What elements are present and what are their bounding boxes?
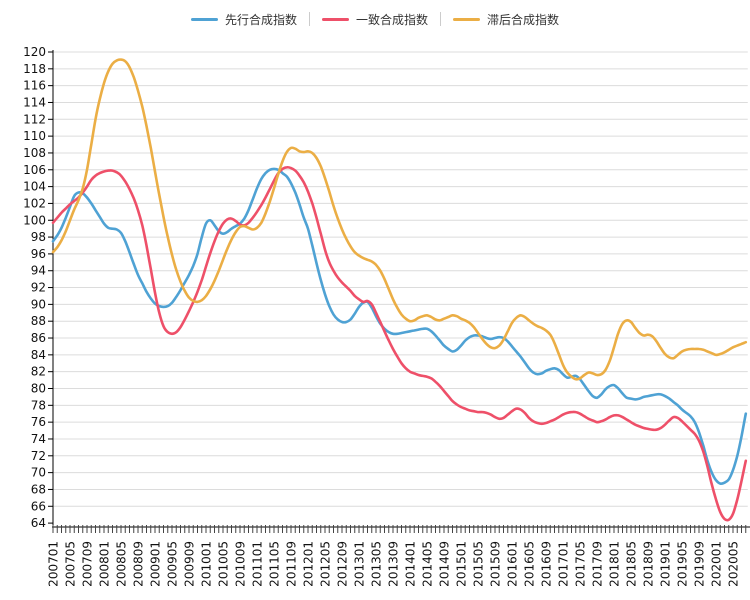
y-tick-label: 70 (31, 466, 46, 480)
legend-label-coincident-index: 一致合成指数 (355, 12, 428, 27)
y-tick-label: 100 (23, 213, 46, 227)
x-tick-label: 201409 (438, 541, 452, 587)
y-tick-label: 108 (23, 146, 46, 160)
x-tick-label: 200905 (166, 541, 180, 587)
leading-index-line (51, 167, 748, 486)
x-tick-label: 201605 (523, 541, 537, 587)
x-tick-label: 201301 (353, 541, 367, 587)
x-tick-label: 200805 (115, 541, 129, 587)
y-tick-label: 98 (31, 230, 46, 244)
y-tick-label: 96 (31, 247, 46, 261)
x-tick-label: 201101 (251, 541, 265, 587)
x-tick-label: 202001 (710, 541, 724, 587)
x-tick-label: 201801 (608, 541, 622, 587)
y-tick-label: 88 (31, 314, 46, 328)
y-tick-label: 74 (31, 432, 46, 446)
x-tick-label: 201609 (540, 541, 554, 587)
y-tick-label: 84 (31, 348, 46, 362)
legend-label-leading-index: 先行合成指数 (224, 12, 297, 27)
x-tick-label: 201005 (217, 541, 231, 587)
x-tick-label: 200701 (47, 541, 61, 587)
x-tick-label: 201209 (336, 541, 350, 587)
x-tick-label: 201809 (642, 541, 656, 587)
coincident-index-line-swatch-icon (321, 17, 349, 21)
x-tick-label: 200801 (98, 541, 112, 587)
legend-item-lagging-index[interactable]: 滞后合成指数 (453, 11, 559, 28)
legend-separator (440, 12, 441, 26)
x-tick-label: 201509 (489, 541, 503, 587)
y-tick-label: 82 (31, 365, 46, 379)
x-tick-label: 201001 (200, 541, 214, 587)
y-tick-label: 92 (31, 281, 46, 295)
x-tick-label: 200709 (81, 541, 95, 587)
x-tick-label: 201401 (404, 541, 418, 587)
x-tick-label: 201501 (455, 541, 469, 587)
y-tick-label: 106 (23, 163, 46, 177)
legend-item-coincident-index[interactable]: 一致合成指数 (321, 11, 428, 28)
y-tick-label: 116 (23, 79, 46, 93)
y-tick-label: 86 (31, 331, 46, 345)
y-tick-label: 118 (23, 62, 46, 76)
x-tick-label: 201901 (659, 541, 673, 587)
y-tick-label: 102 (23, 196, 46, 210)
legend-item-leading-index[interactable]: 先行合成指数 (190, 11, 297, 28)
x-tick-label: 200909 (183, 541, 197, 587)
y-tick-label: 110 (23, 129, 46, 143)
x-tick-label: 201205 (319, 541, 333, 587)
lagging-index-line-swatch-icon (453, 17, 480, 21)
y-tick-label: 114 (23, 95, 46, 109)
x-tick-label: 201905 (676, 541, 690, 587)
y-tick-label: 94 (31, 264, 46, 278)
x-tick-label: 201305 (370, 541, 384, 587)
x-tick-label: 201909 (693, 541, 707, 587)
leading-index-line-swatch-icon (190, 17, 218, 21)
x-tick-label: 201601 (506, 541, 520, 587)
y-tick-label: 76 (31, 415, 46, 429)
x-tick-label: 201109 (285, 541, 299, 587)
legend-label-lagging-index: 滞后合成指数 (487, 12, 560, 27)
chart-legend: 先行合成指数 一致合成指数 滞后合成指数 (0, 9, 750, 29)
y-tick-label: 112 (23, 112, 46, 126)
y-tick-label: 104 (23, 180, 46, 194)
x-tick-label: 200705 (64, 541, 78, 587)
y-tick-label: 120 (23, 45, 46, 59)
y-tick-label: 80 (31, 382, 46, 396)
y-tick-label: 68 (31, 482, 46, 496)
x-tick-label: 201105 (268, 541, 282, 587)
x-tick-label: 201505 (472, 541, 486, 587)
y-tick-label: 78 (31, 398, 46, 412)
lagging-index-line (51, 58, 748, 381)
x-tick-label: 201805 (625, 541, 639, 587)
y-tick-label: 66 (31, 499, 46, 513)
y-tick-label: 72 (31, 449, 46, 463)
x-tick-label: 201405 (421, 541, 435, 587)
x-tick-label: 201309 (387, 541, 401, 587)
y-tick-label: 90 (31, 297, 46, 311)
x-tick-label: 202005 (727, 541, 741, 587)
coincident-index-line (51, 165, 748, 522)
x-tick-label: 200901 (149, 541, 163, 587)
x-tick-label: 201709 (591, 541, 605, 587)
x-tick-label: 201701 (557, 541, 571, 587)
y-tick-label: 64 (31, 516, 46, 530)
x-tick-label: 201201 (302, 541, 316, 587)
legend-separator (308, 12, 310, 26)
x-tick-label: 200809 (132, 541, 146, 587)
x-tick-label: 201705 (574, 541, 588, 587)
x-tick-label: 201009 (234, 541, 248, 587)
